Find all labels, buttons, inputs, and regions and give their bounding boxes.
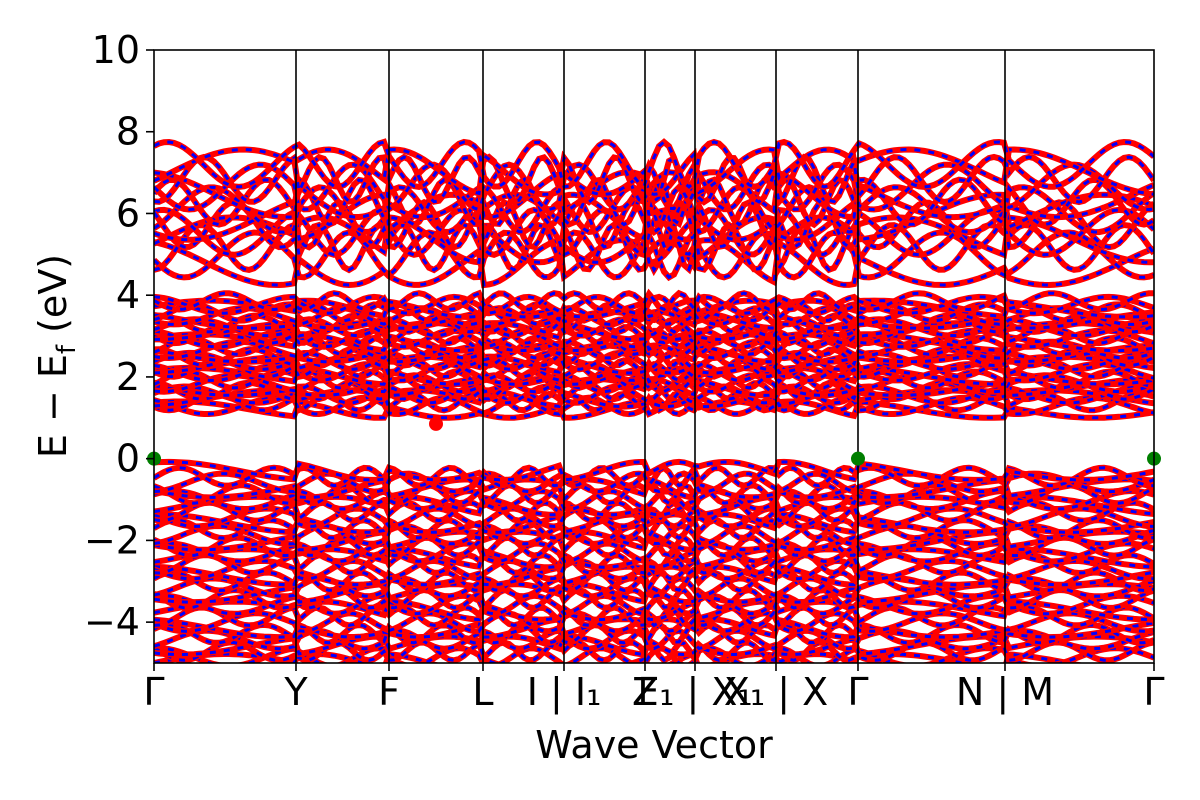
band-line-blue-14 bbox=[154, 576, 1154, 598]
band-line-blue-59 bbox=[154, 310, 1154, 330]
band-line-blue-50 bbox=[154, 343, 1154, 364]
special-point-vbm-1 bbox=[851, 451, 865, 466]
y-tick-label-1: −2 bbox=[84, 518, 140, 562]
band-line-blue-44 bbox=[154, 366, 1154, 386]
band-line-blue-5 bbox=[154, 629, 1154, 651]
x-tick-label-8: Γ bbox=[847, 670, 868, 714]
band-line-blue-78 bbox=[154, 140, 1154, 189]
band-line-blue-13 bbox=[154, 582, 1154, 604]
x-tick-label-3: L bbox=[472, 670, 493, 714]
band-line-red-17 bbox=[154, 557, 1154, 583]
x-tick-label-9: N | M bbox=[956, 670, 1054, 715]
y-axis-title-unit: (eV) bbox=[31, 254, 75, 345]
x-tick-label-10: Γ bbox=[1143, 670, 1164, 714]
band-line-blue-18 bbox=[154, 553, 1154, 575]
band-line-blue-57 bbox=[154, 317, 1154, 338]
band-line-blue-22 bbox=[154, 530, 1154, 552]
band-line-blue-75 bbox=[154, 162, 1154, 212]
x-axis-title: Wave Vector bbox=[535, 723, 773, 767]
special-points bbox=[147, 416, 1161, 466]
x-tick-label-2: F bbox=[378, 670, 400, 714]
x-tick-label-5: Z bbox=[632, 670, 658, 714]
band-line-blue-39 bbox=[154, 384, 1154, 405]
band-line-blue-9 bbox=[154, 605, 1154, 628]
y-axis-title: E − Ef (eV) bbox=[31, 254, 82, 458]
y-tick-label-2: 0 bbox=[116, 437, 140, 481]
band-line-blue-4 bbox=[154, 635, 1154, 657]
x-tick-label-1: Y bbox=[283, 670, 308, 714]
special-point-cbm-3 bbox=[429, 416, 443, 431]
x-tick-label-6: F₁ | X₁ bbox=[637, 670, 752, 715]
band-line-red-66 bbox=[154, 226, 1154, 282]
y-axis-ticks: −4 −2 0 2 4 6 8 10 bbox=[84, 28, 154, 644]
plot-frame bbox=[153, 49, 1155, 664]
band-line-blue-71 bbox=[154, 193, 1154, 242]
band-line-red-6 bbox=[154, 621, 1154, 647]
bands-group bbox=[154, 138, 1154, 663]
band-line-blue-30 bbox=[154, 483, 1154, 506]
band-line-blue-64 bbox=[154, 291, 1154, 312]
band-line-blue-35 bbox=[154, 399, 1154, 420]
x-tick-label-4: I | I₁ bbox=[527, 670, 602, 715]
band-line-red-72 bbox=[154, 183, 1154, 237]
y-tick-label-4: 4 bbox=[116, 273, 140, 317]
band-line-blue-21 bbox=[154, 535, 1154, 558]
band-line-blue-77 bbox=[154, 147, 1154, 196]
band-line-blue-74 bbox=[154, 170, 1154, 219]
y-tick-label-3: 2 bbox=[116, 355, 140, 399]
band-line-blue-61 bbox=[154, 302, 1154, 323]
band-line-blue-65 bbox=[154, 238, 1154, 287]
band-line-red-53 bbox=[154, 331, 1154, 354]
band-line-red-26 bbox=[154, 504, 1154, 530]
band-line-blue-76 bbox=[154, 154, 1154, 206]
y-axis-title-main: E − E bbox=[31, 354, 75, 458]
band-line-blue-23 bbox=[154, 524, 1154, 546]
kpoint-lines bbox=[295, 50, 1006, 663]
x-tick-label-7: X₁ | X bbox=[724, 670, 828, 715]
band-line-red-52 bbox=[154, 334, 1154, 359]
band-line-blue-33 bbox=[154, 465, 1154, 488]
band-line-blue-48 bbox=[154, 351, 1154, 371]
band-line-blue-73 bbox=[154, 175, 1154, 227]
y-axis-title-sub: f bbox=[52, 344, 82, 354]
y-tick-label-5: 6 bbox=[116, 191, 140, 235]
y-tick-label-7: 10 bbox=[92, 28, 140, 72]
y-tick-label-6: 8 bbox=[116, 110, 140, 154]
y-tick-label-0: −4 bbox=[84, 600, 140, 644]
x-tick-label-0: Γ bbox=[143, 670, 164, 714]
band-line-blue-34 bbox=[154, 460, 1154, 482]
band-line-blue-24 bbox=[154, 517, 1154, 540]
band-line-red-43 bbox=[154, 367, 1154, 392]
